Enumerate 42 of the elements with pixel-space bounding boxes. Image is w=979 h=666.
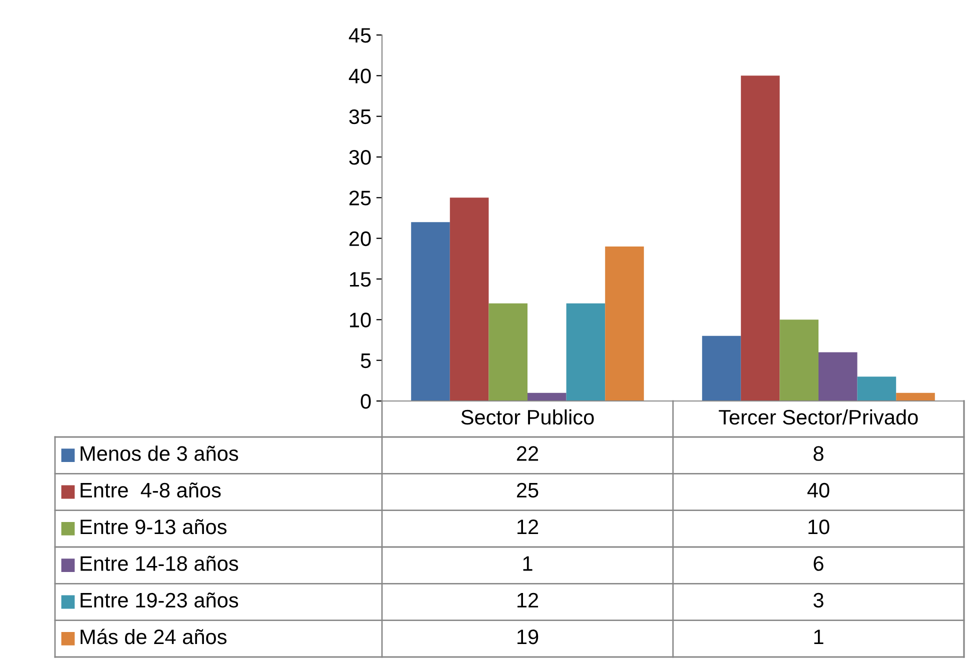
y-tick-label: 45 [348,28,371,43]
legend-label: Entre 4-8 años [80,482,221,498]
bar [450,198,489,401]
data-label: 1 [523,556,532,571]
bar [818,352,858,401]
data-label: 8 [814,446,824,461]
data-label: 19 [518,630,538,644]
bar [780,320,818,401]
data-label: 12 [518,592,538,608]
bar [896,392,935,401]
legend-label: Entre 19-23 años [80,592,238,608]
x-tick-label: Tercer Sector/Privado [718,409,918,425]
y-tick-label: 20 [349,231,371,246]
y-tick-label: 0 [360,394,371,409]
y-tick-label: 25 [349,190,371,206]
legend-label: Entre 9-13 años [80,519,226,534]
bar [411,222,450,401]
data-label: 6 [814,556,824,571]
x-tick-label: Sector Publico [461,409,594,425]
data-label: 22 [516,446,538,461]
data-label: 12 [518,520,538,534]
y-tick-label: 15 [350,272,371,287]
bar [488,303,528,401]
bar [740,76,780,401]
y-tick-label: 5 [360,354,371,368]
data-label: 25 [516,482,538,498]
y-tick-label: 10 [350,312,371,328]
data-label: 40 [807,482,830,498]
legend-label: Entre 14-18 años [80,556,238,571]
y-tick-label: 30 [349,150,371,165]
bar [528,392,566,401]
bar [605,246,644,401]
y-tick-label: 35 [349,109,371,124]
data-label: 10 [808,520,830,534]
data-label: 1 [814,630,824,644]
legend-label: Menos de 3 años [80,446,238,461]
data-label: 3 [814,592,824,608]
bar [566,303,606,401]
bar [857,376,896,401]
legend-label: Más de 24 años [80,628,226,644]
bar [702,336,741,401]
y-tick-label: 40 [348,68,371,84]
